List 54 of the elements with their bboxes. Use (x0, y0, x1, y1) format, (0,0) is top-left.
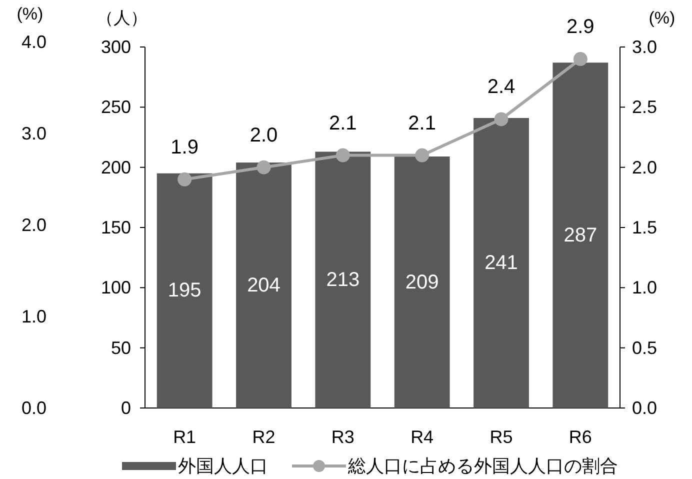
data-label: 2.1 (408, 112, 436, 134)
data-label: 287 (564, 224, 598, 246)
data-label: 2.4 (487, 76, 516, 98)
y2-tick-label: 1.5 (632, 218, 658, 238)
x-tick-label: R1 (173, 427, 196, 447)
bar (156, 173, 212, 408)
y3-tick-label: 1.0 (21, 306, 47, 326)
y3-tick-label: 3.0 (21, 124, 47, 144)
y2-tick-label: 3.0 (632, 37, 658, 57)
x-tick-label: R3 (331, 427, 354, 447)
bar (552, 62, 608, 408)
y3-axis-title: (%) (16, 4, 44, 24)
data-label: 2.1 (329, 112, 357, 134)
y-tick-label: 150 (100, 218, 131, 238)
x-tick-label: R5 (490, 427, 513, 447)
y2-tick-label: 0.0 (632, 398, 658, 418)
bar (394, 156, 450, 408)
y3-tick-label: 0.0 (21, 398, 47, 418)
x-tick-label: R6 (568, 427, 592, 447)
point (494, 112, 508, 126)
data-label: 209 (405, 271, 439, 294)
bar (315, 152, 371, 408)
y-tick-label: 50 (110, 338, 131, 358)
bar (474, 118, 529, 408)
point (256, 160, 271, 174)
y2-tick-label: 1.0 (632, 278, 658, 298)
data-label: 241 (484, 252, 518, 274)
y2-tick-label: 0.5 (632, 338, 658, 358)
y-tick-label: 100 (100, 278, 131, 298)
bar (236, 162, 292, 408)
point (178, 172, 192, 186)
data-label: 2.9 (566, 16, 594, 38)
point (573, 52, 588, 66)
data-label: 204 (247, 274, 280, 296)
y-tick-label: 200 (100, 157, 131, 178)
point (415, 148, 430, 162)
legend-label: 総人口に占める外国人人口の割合 (347, 456, 618, 476)
y3-tick-label: 4.0 (21, 32, 47, 52)
legend-label: 外国人人口 (178, 456, 268, 476)
y-axis-title: （人） (96, 8, 148, 28)
data-label: 195 (168, 280, 202, 302)
data-label: 213 (326, 268, 360, 291)
y-tick-label: 300 (100, 37, 131, 57)
y-tick-label: 250 (100, 97, 131, 118)
y2-tick-label: 2.5 (632, 97, 658, 118)
x-tick-label: R2 (252, 427, 276, 447)
y2-tick-label: 2.0 (632, 157, 658, 178)
y2-axis-title: (%) (648, 8, 676, 28)
data-label: 1.9 (170, 136, 198, 158)
y-tick-label: 0 (120, 398, 131, 418)
x-tick-label: R4 (410, 427, 434, 447)
data-label: 2.0 (250, 124, 278, 146)
point (336, 148, 350, 162)
y3-tick-label: 2.0 (21, 215, 47, 235)
